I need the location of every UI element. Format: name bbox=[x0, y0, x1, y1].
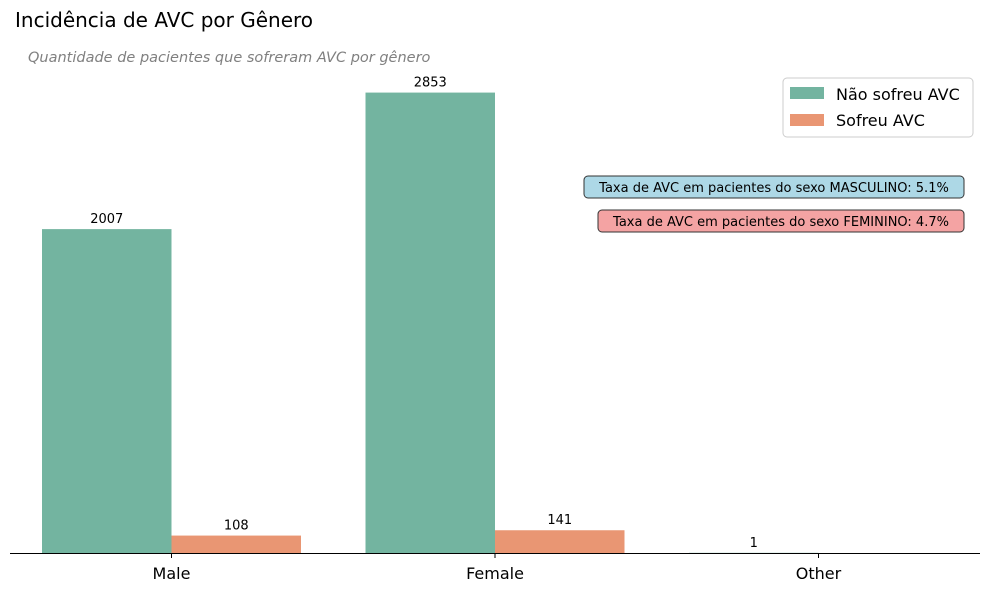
data-label-female-sofreu: 141 bbox=[547, 513, 572, 528]
annotation-male-text: Taxa de AVC em pacientes do sexo MASCULI… bbox=[598, 181, 949, 196]
data-label-male-sofreu: 108 bbox=[224, 519, 249, 534]
chart-subtitle: Quantidade de pacientes que sofreram AVC… bbox=[28, 50, 431, 66]
chart-title: Incidência de AVC por Gênero bbox=[15, 8, 313, 32]
bar-female-nao-sofreu bbox=[365, 92, 495, 553]
legend-swatch-sofreu bbox=[790, 114, 824, 126]
data-label-other-nao-sofreu: 1 bbox=[750, 536, 758, 551]
legend-swatch-nao-sofreu bbox=[790, 87, 824, 99]
bars-layer bbox=[42, 92, 819, 553]
legend-box bbox=[782, 77, 974, 138]
x-ticks-layer: Male Female Other bbox=[153, 553, 842, 583]
annotation-female-box bbox=[597, 209, 965, 233]
data-labels-layer: 2007 108 2853 141 1 bbox=[90, 76, 758, 551]
x-tick-label-male: Male bbox=[153, 564, 191, 583]
legend-label-sofreu: Sofreu AVC bbox=[836, 111, 925, 130]
annotation-male-rate: Taxa de AVC em pacientes do sexo MASCULI… bbox=[583, 175, 965, 199]
data-label-female-nao-sofreu: 2853 bbox=[414, 76, 447, 91]
bar-female-sofreu bbox=[495, 530, 625, 553]
annotation-male-box bbox=[583, 175, 965, 199]
x-tick-label-other: Other bbox=[796, 564, 842, 583]
data-label-male-nao-sofreu: 2007 bbox=[90, 212, 123, 227]
bar-male-nao-sofreu bbox=[42, 229, 172, 553]
bar-male-sofreu bbox=[171, 535, 301, 553]
annotation-female-rate: Taxa de AVC em pacientes do sexo FEMININ… bbox=[597, 209, 965, 233]
legend: Não sofreu AVC Sofreu AVC bbox=[782, 77, 974, 138]
x-tick-label-female: Female bbox=[466, 564, 524, 583]
legend-label-nao-sofreu: Não sofreu AVC bbox=[836, 85, 960, 104]
annotation-female-text: Taxa de AVC em pacientes do sexo FEMININ… bbox=[612, 215, 949, 230]
